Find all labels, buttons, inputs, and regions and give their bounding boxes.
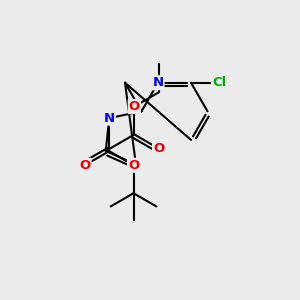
Text: Cl: Cl: [212, 76, 226, 89]
Text: O: O: [153, 142, 164, 155]
Text: N: N: [104, 112, 115, 125]
Text: O: O: [129, 100, 140, 113]
Text: O: O: [128, 159, 139, 172]
Text: O: O: [79, 159, 91, 172]
Text: N: N: [152, 76, 164, 89]
